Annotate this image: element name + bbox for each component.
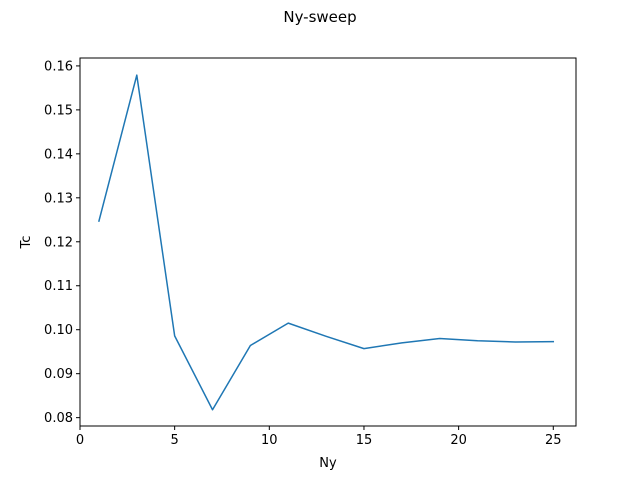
y-tick-label: 0.12 — [44, 235, 73, 250]
y-axis-label: Tc — [19, 236, 34, 250]
y-tick-label: 0.08 — [44, 411, 73, 426]
y-tick-label: 0.14 — [44, 147, 73, 162]
y-tick-label: 0.16 — [44, 59, 73, 74]
y-tick-label: 0.10 — [44, 323, 73, 338]
x-tick-label: 5 — [171, 433, 179, 448]
x-tick-label: 25 — [545, 433, 562, 448]
x-axis-label: Ny — [319, 456, 337, 471]
axes-frame — [79, 57, 577, 427]
x-tick-label: 15 — [356, 433, 373, 448]
y-tick-label: 0.15 — [44, 103, 73, 118]
chart-title: Ny-sweep — [283, 8, 356, 26]
x-tick-label: 20 — [450, 433, 467, 448]
x-tick-label: 10 — [261, 433, 278, 448]
y-tick-label: 0.11 — [44, 279, 73, 294]
y-tick-label: 0.13 — [44, 191, 73, 206]
plot-area: 0 5 10 15 20 25 0.08 0.09 0.10 0.11 0.12 0.13 0.14 0.… — [44, 57, 577, 448]
series-line-0 — [98, 74, 555, 411]
y-tick-label: 0.09 — [44, 367, 73, 382]
x-tick-label: 0 — [76, 433, 84, 448]
